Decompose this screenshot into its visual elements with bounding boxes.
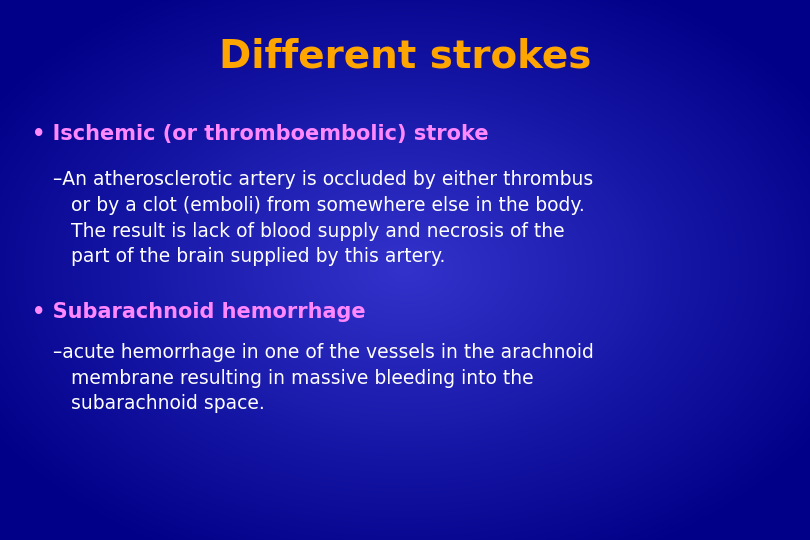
Text: –An atherosclerotic artery is occluded by either thrombus
   or by a clot (embol: –An atherosclerotic artery is occluded b…	[53, 170, 593, 266]
Text: • Ischemic (or thromboembolic) stroke: • Ischemic (or thromboembolic) stroke	[32, 124, 489, 144]
Text: Different strokes: Different strokes	[219, 38, 591, 76]
Text: • Subarachnoid hemorrhage: • Subarachnoid hemorrhage	[32, 302, 366, 322]
Text: –acute hemorrhage in one of the vessels in the arachnoid
   membrane resulting i: –acute hemorrhage in one of the vessels …	[53, 343, 594, 414]
